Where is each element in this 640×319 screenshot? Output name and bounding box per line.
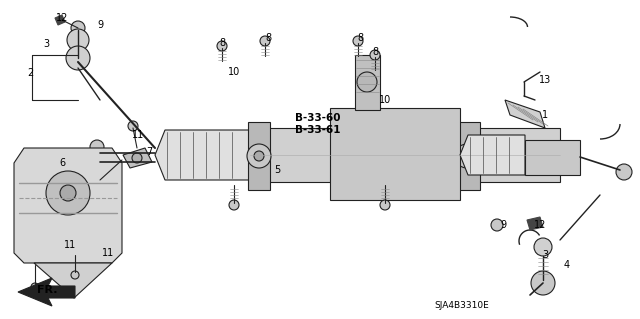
Text: 12: 12	[56, 13, 68, 23]
Text: 4: 4	[564, 260, 570, 270]
Circle shape	[462, 151, 472, 161]
Polygon shape	[34, 263, 112, 298]
Polygon shape	[155, 130, 250, 180]
Text: 9: 9	[500, 220, 506, 230]
Circle shape	[534, 238, 552, 256]
Text: 9: 9	[97, 20, 103, 30]
Text: 6: 6	[59, 158, 65, 168]
Polygon shape	[123, 148, 152, 168]
Polygon shape	[14, 148, 122, 263]
Circle shape	[531, 271, 555, 295]
Text: 13: 13	[539, 75, 551, 85]
Polygon shape	[505, 100, 545, 128]
Polygon shape	[525, 140, 580, 175]
Circle shape	[353, 36, 363, 46]
Polygon shape	[460, 135, 525, 175]
Text: 3: 3	[542, 250, 548, 260]
Text: 10: 10	[379, 95, 391, 105]
Text: 8: 8	[265, 33, 271, 43]
Text: 2: 2	[27, 68, 33, 78]
Polygon shape	[455, 122, 480, 190]
Circle shape	[66, 46, 90, 70]
Circle shape	[455, 144, 479, 168]
Text: 11: 11	[132, 130, 144, 140]
Text: B-33-60: B-33-60	[295, 113, 340, 123]
Text: FR.: FR.	[36, 285, 57, 295]
Circle shape	[71, 21, 85, 35]
Polygon shape	[330, 108, 460, 200]
Circle shape	[247, 144, 271, 168]
Circle shape	[67, 29, 89, 51]
Circle shape	[380, 200, 390, 210]
Text: 8: 8	[372, 47, 378, 57]
Text: 11: 11	[102, 248, 114, 258]
Text: SJA4B3310E: SJA4B3310E	[435, 300, 490, 309]
Text: 3: 3	[43, 39, 49, 49]
Circle shape	[616, 164, 632, 180]
Circle shape	[229, 200, 239, 210]
Circle shape	[46, 171, 90, 215]
Text: B-33-61: B-33-61	[295, 125, 340, 135]
Circle shape	[254, 151, 264, 161]
Circle shape	[132, 153, 142, 163]
Text: 1: 1	[542, 110, 548, 120]
Circle shape	[260, 36, 270, 46]
Text: 5: 5	[274, 165, 280, 175]
Circle shape	[128, 121, 138, 131]
Polygon shape	[55, 15, 65, 25]
Circle shape	[60, 185, 76, 201]
Polygon shape	[355, 55, 380, 110]
Circle shape	[370, 50, 380, 60]
Circle shape	[217, 41, 227, 51]
Polygon shape	[250, 128, 560, 182]
Circle shape	[31, 283, 39, 291]
Circle shape	[491, 219, 503, 231]
Text: 7: 7	[146, 147, 152, 157]
Text: 10: 10	[228, 67, 240, 77]
Text: 8: 8	[357, 33, 363, 43]
Polygon shape	[527, 217, 543, 230]
Circle shape	[357, 72, 377, 92]
Polygon shape	[248, 122, 270, 190]
Polygon shape	[18, 278, 75, 306]
Circle shape	[90, 140, 104, 154]
Text: 12: 12	[534, 220, 546, 230]
Text: 11: 11	[64, 240, 76, 250]
Circle shape	[71, 271, 79, 279]
Text: 8: 8	[219, 38, 225, 48]
